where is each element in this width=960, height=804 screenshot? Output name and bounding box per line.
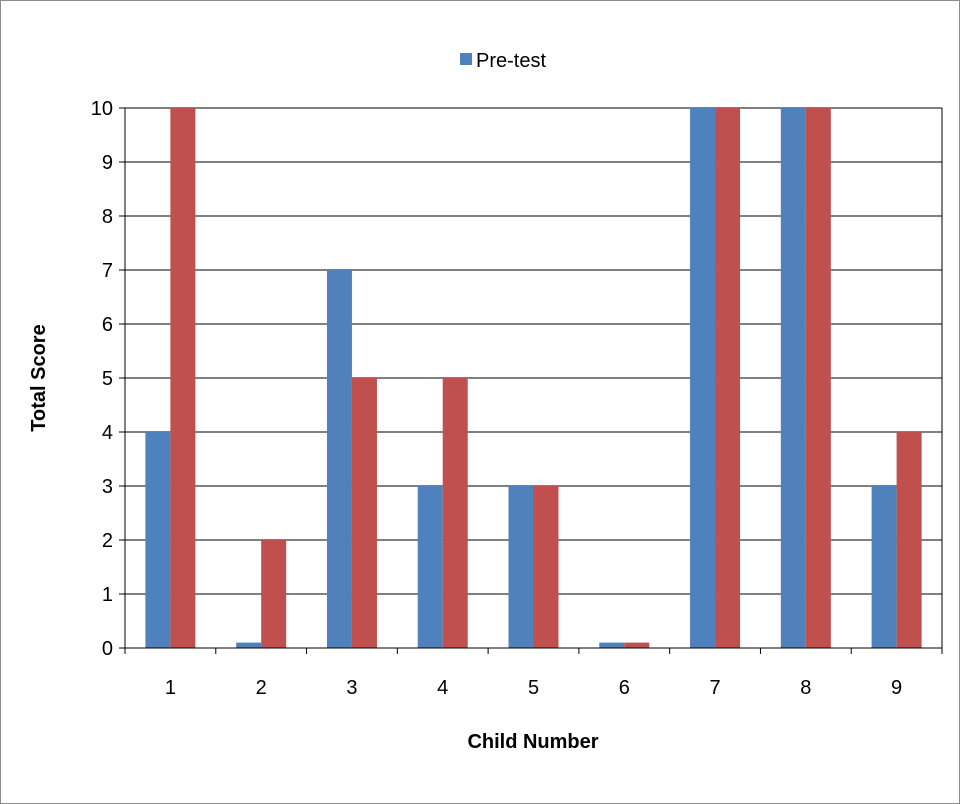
- y-axis-title: Total Score: [28, 324, 50, 431]
- bar: [780, 108, 806, 648]
- y-tick-label: 7: [102, 260, 113, 282]
- y-tick-label: 4: [102, 422, 113, 444]
- bar: [508, 486, 534, 648]
- x-tick-label: 7: [709, 677, 720, 699]
- x-axis-title: Child Number: [467, 731, 598, 753]
- y-tick-label: 5: [102, 368, 113, 390]
- legend-swatch-pre-test: [460, 53, 472, 65]
- bar: [599, 642, 625, 648]
- y-tick-label: 6: [102, 314, 113, 336]
- x-tick-label: 3: [346, 677, 357, 699]
- bar: [896, 432, 922, 648]
- x-tick-label: 2: [256, 677, 267, 699]
- legend-label-pre-test: Pre-test: [476, 50, 546, 72]
- x-tick-label: 8: [800, 677, 811, 699]
- legend: Pre-test: [460, 50, 546, 72]
- y-tick-label: 0: [102, 638, 113, 660]
- y-tick-label: 3: [102, 476, 113, 498]
- bar: [351, 378, 377, 648]
- bar: [417, 486, 443, 648]
- bar: [145, 432, 171, 648]
- bar: [624, 642, 650, 648]
- y-tick-label: 1: [102, 584, 113, 606]
- axes: [124, 108, 943, 654]
- y-tick-label: 10: [91, 98, 113, 120]
- bar: [715, 108, 741, 648]
- x-tick-labels: 1 2 3 4 5 6 7 8 9: [165, 677, 902, 699]
- bar: [871, 486, 897, 648]
- bar: [442, 378, 468, 648]
- bar: [236, 642, 262, 648]
- y-tick-label: 2: [102, 530, 113, 552]
- y-tick-label: 9: [102, 152, 113, 174]
- bar: [533, 486, 559, 648]
- x-tick-label: 9: [891, 677, 902, 699]
- bar: [170, 108, 196, 648]
- x-tick-label: 1: [165, 677, 176, 699]
- x-tick-label: 4: [437, 677, 448, 699]
- bar: [326, 270, 352, 648]
- bar: [805, 108, 831, 648]
- y-tick-label: 8: [102, 206, 113, 228]
- x-tick-label: 6: [619, 677, 630, 699]
- bar: [690, 108, 716, 648]
- x-tick-label: 5: [528, 677, 539, 699]
- bar: [261, 540, 287, 648]
- bars: [145, 108, 922, 648]
- y-tick-labels: 0 1 2 3 4 5 6 7 8 9 10: [91, 98, 113, 660]
